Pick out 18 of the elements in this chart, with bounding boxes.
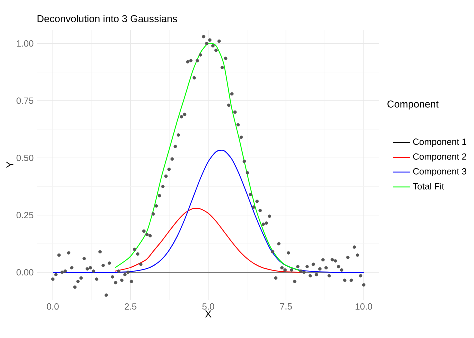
x-axis-title: X <box>205 310 212 318</box>
y-tick-label: 0.25 <box>16 212 34 219</box>
x-tick-label: 10.0 <box>356 304 372 310</box>
legend-label: Component 2 <box>413 154 466 162</box>
legend-title: Component <box>388 100 439 110</box>
x-tick-label: 5.0 <box>202 304 214 310</box>
legend-label: Component 3 <box>413 168 467 177</box>
chart-title: Deconvolution into 3 Gaussians <box>38 15 178 22</box>
x-tick-label: 0.0 <box>47 304 59 310</box>
y-tick-label: 1.00 <box>17 40 34 47</box>
legend-label: Total Fit <box>413 183 444 190</box>
y-tick-label: 0.50 <box>16 154 34 162</box>
y-tick-label: 0.75 <box>16 98 34 104</box>
legend-label: Component 1 <box>413 138 467 147</box>
y-tick-label: 0.00 <box>16 269 34 276</box>
y-axis-title: Y <box>6 162 14 168</box>
x-tick-label: 2.5 <box>124 304 137 310</box>
x-tick-label: 7.5 <box>280 304 292 310</box>
